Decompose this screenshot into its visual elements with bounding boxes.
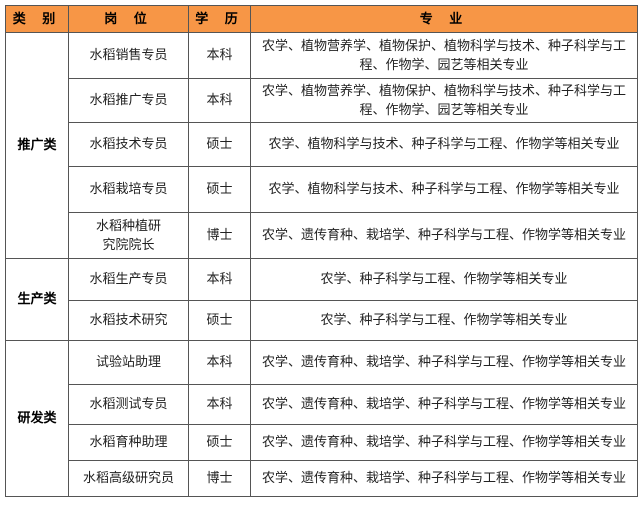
degree-cell: 博士 [188,212,251,259]
major-cell: 农学、植物科学与技术、种子科学与工程、作物学等相关专业 [250,122,638,167]
major-cell: 农学、遗传育种、栽培学、种子科学与工程、作物学等相关专业 [250,384,638,425]
degree-cell: 博士 [188,460,251,497]
position-cell: 水稻栽培专员 [68,166,189,213]
major-cell: 农学、植物营养学、植物保护、植物科学与技术、种子科学与工程、作物学、园艺等相关专… [250,32,638,79]
table-row: 水稻技术研究 硕士 农学、种子科学与工程、作物学等相关专业 [6,300,638,341]
degree-cell: 硕士 [188,300,251,341]
position-cell: 水稻技术研究 [68,300,189,341]
header-degree: 学 历 [188,5,251,33]
header-position: 岗 位 [68,5,189,33]
position-cell: 试验站助理 [68,340,189,385]
degree-cell: 本科 [188,384,251,425]
table-row: 水稻种植研究院院长 博士 农学、遗传育种、栽培学、种子科学与工程、作物学等相关专业 [6,212,638,259]
degree-cell: 本科 [188,78,251,123]
header-category: 类 别 [5,5,69,33]
major-cell: 农学、植物营养学、植物保护、植物科学与技术、种子科学与工程、作物学、园艺等相关专… [250,78,638,123]
category-cell: 推广类 [5,32,69,259]
degree-cell: 硕士 [188,166,251,213]
degree-cell: 本科 [188,340,251,385]
table-row: 水稻栽培专员 硕士 农学、植物科学与技术、种子科学与工程、作物学等相关专业 [6,166,638,213]
header-row: 类 别 岗 位 学 历 专 业 [5,5,638,33]
table-row: 水稻推广专员 本科 农学、植物营养学、植物保护、植物科学与技术、种子科学与工程、作物… [6,78,638,123]
position-cell: 水稻销售专员 [68,32,189,79]
major-cell: 农学、遗传育种、栽培学、种子科学与工程、作物学等相关专业 [250,212,638,259]
degree-cell: 硕士 [188,424,251,461]
major-cell: 农学、种子科学与工程、作物学等相关专业 [250,258,638,301]
degree-cell: 本科 [188,258,251,301]
position-cell: 水稻推广专员 [68,78,189,123]
table-row: 水稻育种助理 硕士 农学、遗传育种、栽培学、种子科学与工程、作物学等相关专业 [6,424,638,461]
major-cell: 农学、遗传育种、栽培学、种子科学与工程、作物学等相关专业 [250,424,638,461]
degree-cell: 硕士 [188,122,251,167]
table-row: 研发类 试验站助理 本科 农学、遗传育种、栽培学、种子科学与工程、作物学等相关专业 [5,340,638,497]
position-cell: 水稻生产专员 [68,258,189,301]
table-row: 推广类 水稻销售专员 本科 农学、植物营养学、植物保护、植物科学与技术、种子科学与工程… [5,32,638,259]
major-cell: 农学、植物科学与技术、种子科学与工程、作物学等相关专业 [250,166,638,213]
header-major: 专 业 [250,5,638,33]
position-cell: 水稻技术专员 [68,122,189,167]
table-row: 水稻高级研究员 博士 农学、遗传育种、栽培学、种子科学与工程、作物学等相关专业 [6,460,638,497]
recruitment-table: 类 别 岗 位 学 历 专 业 推广类 水稻销售专员 本科 农学、植物营养学、植物保护… [5,5,638,497]
table-row: 水稻技术专员 硕士 农学、植物科学与技术、种子科学与工程、作物学等相关专业 [6,122,638,167]
category-cell: 研发类 [5,340,69,497]
position-cell: 水稻高级研究员 [68,460,189,497]
category-cell: 生产类 [5,258,69,341]
table-row: 生产类 水稻生产专员 本科 农学、种子科学与工程、作物学等相关专业 [5,258,638,341]
degree-cell: 本科 [188,32,251,79]
major-cell: 农学、遗传育种、栽培学、种子科学与工程、作物学等相关专业 [250,460,638,497]
major-cell: 农学、遗传育种、栽培学、种子科学与工程、作物学等相关专业 [250,340,638,385]
major-cell: 农学、种子科学与工程、作物学等相关专业 [250,300,638,341]
position-cell: 水稻测试专员 [68,384,189,425]
position-cell: 水稻育种助理 [68,424,189,461]
position-cell: 水稻种植研究院院长 [68,212,189,259]
table-row: 水稻测试专员 本科 农学、遗传育种、栽培学、种子科学与工程、作物学等相关专业 [6,384,638,425]
